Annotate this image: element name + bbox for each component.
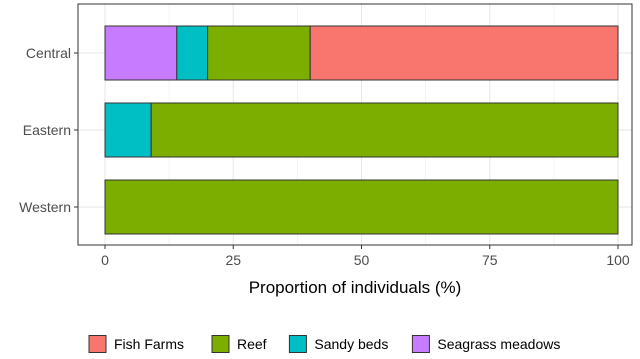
bar-central-fish-farms bbox=[309, 25, 619, 81]
x-tick-label-100: 100 bbox=[606, 252, 630, 268]
legend-label-reef: Reef bbox=[237, 336, 267, 352]
bars bbox=[104, 25, 619, 235]
y-axis: Central Eastern Western bbox=[19, 45, 78, 215]
legend-key-sandy-beds bbox=[288, 335, 307, 353]
bar-central-reef bbox=[207, 25, 311, 81]
bar-central-sandy-beds bbox=[176, 25, 209, 81]
x-tick-label-0: 0 bbox=[101, 252, 109, 268]
y-tick-label-central: Central bbox=[26, 45, 71, 61]
x-tick-label-75: 75 bbox=[482, 252, 498, 268]
bar-western-reef bbox=[104, 179, 619, 235]
legend-label-seagrass-meadows: Seagrass meadows bbox=[437, 336, 560, 352]
plot-border bbox=[77, 3, 633, 246]
x-axis-title: Proportion of individuals (%) bbox=[249, 278, 462, 297]
y-tick-label-western: Western bbox=[19, 199, 71, 215]
x-axis: 0 25 50 75 100 bbox=[101, 245, 630, 268]
legend-key-reef bbox=[211, 335, 230, 353]
legend: Fish Farms Reef Sandy beds Seagrass meadows bbox=[88, 335, 560, 353]
bar-eastern-sandy-beds bbox=[104, 102, 152, 158]
bar-eastern-reef bbox=[150, 102, 619, 158]
x-tick-label-25: 25 bbox=[225, 252, 241, 268]
legend-key-seagrass-meadows bbox=[411, 335, 430, 353]
bar-central-seagrass-meadows bbox=[104, 25, 178, 81]
legend-label-fish-farms: Fish Farms bbox=[114, 336, 184, 352]
legend-label-sandy-beds: Sandy beds bbox=[314, 336, 388, 352]
y-tick-label-eastern: Eastern bbox=[23, 122, 71, 138]
legend-key-fish-farms bbox=[88, 335, 107, 353]
x-tick-label-50: 50 bbox=[354, 252, 370, 268]
